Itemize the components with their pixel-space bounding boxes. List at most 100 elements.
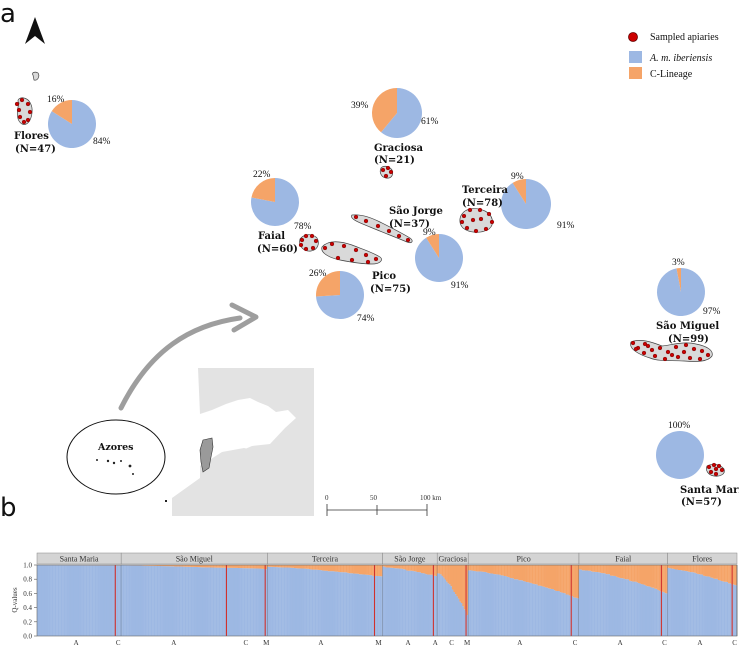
bar-iberiensis — [654, 588, 656, 636]
bar-iberiensis — [231, 567, 234, 636]
bar-iberiensis — [384, 566, 386, 636]
bar-clineage — [694, 565, 696, 573]
bar-iberiensis — [289, 567, 292, 636]
apiary-dot — [459, 219, 465, 225]
label-sao-miguel: São Miguel — [656, 321, 719, 332]
apiary-dot — [645, 343, 651, 349]
bar-clineage — [615, 565, 618, 577]
bar-iberiensis — [728, 583, 730, 636]
bar-iberiensis — [524, 581, 526, 636]
bar-iberiensis — [720, 580, 723, 636]
bar-clineage — [537, 565, 540, 586]
bar-clineage — [612, 565, 615, 576]
apiary-dot — [705, 352, 711, 358]
bar-clineage — [230, 565, 233, 568]
apiary-dot — [353, 247, 359, 253]
bar-iberiensis — [581, 570, 584, 636]
bar-clineage — [511, 565, 513, 579]
bar-iberiensis — [515, 579, 518, 636]
bar-clineage — [395, 565, 398, 569]
bar-iberiensis — [596, 572, 599, 636]
bar-iberiensis — [366, 574, 368, 636]
bar-clineage — [189, 565, 191, 567]
bar-clineage — [404, 565, 407, 570]
bar-iberiensis — [50, 565, 52, 636]
apiary-dot — [706, 464, 712, 470]
bar-iberiensis — [685, 571, 687, 636]
bar-clineage — [571, 565, 574, 597]
class-label: A — [171, 639, 176, 647]
bar-clineage — [703, 565, 705, 576]
bar-clineage — [258, 565, 261, 569]
apiary-dot — [329, 241, 335, 247]
apiary-dot — [716, 463, 722, 469]
bar-iberiensis — [376, 575, 379, 636]
bar-iberiensis — [508, 577, 510, 636]
bar-clineage — [499, 565, 501, 575]
bar-clineage — [717, 565, 720, 581]
bar-iberiensis — [496, 574, 498, 636]
bar-iberiensis — [206, 567, 209, 636]
bar-clineage — [237, 565, 240, 568]
y-tick-label: 1.0 — [23, 562, 32, 570]
bar-iberiensis — [261, 568, 264, 636]
bar-iberiensis — [601, 573, 603, 636]
bar-iberiensis — [165, 566, 168, 636]
bar-clineage — [516, 565, 519, 580]
bar-iberiensis — [249, 568, 252, 636]
bar-clineage — [401, 565, 404, 569]
bar-clineage — [542, 565, 544, 587]
bar-iberiensis — [607, 574, 609, 636]
bar-iberiensis — [221, 567, 224, 636]
bar-iberiensis — [686, 571, 689, 636]
bar-iberiensis — [227, 567, 230, 636]
bar-clineage — [261, 565, 264, 569]
bar-clineage — [698, 565, 701, 575]
bar-iberiensis — [505, 576, 507, 636]
bar-clineage — [327, 565, 330, 572]
apiary-dot — [483, 226, 489, 232]
bar-iberiensis — [332, 571, 334, 636]
bar-clineage — [426, 565, 429, 575]
apiary-dot — [464, 225, 470, 231]
bar-iberiensis — [444, 579, 447, 636]
bar-clineage — [710, 565, 713, 578]
bar-clineage — [468, 565, 470, 571]
bar-clineage — [415, 565, 417, 572]
bar-clineage — [379, 565, 382, 577]
bar-iberiensis — [703, 575, 705, 636]
bar-clineage — [655, 565, 658, 589]
bar-iberiensis — [122, 565, 125, 636]
apiary-dot — [386, 228, 392, 234]
legend-clineage-swatch — [629, 67, 642, 79]
bar-clineage — [295, 565, 298, 569]
bar-iberiensis — [636, 582, 639, 636]
bar-clineage — [484, 565, 487, 572]
bar-clineage — [422, 565, 425, 574]
apiary-dot — [335, 255, 341, 261]
bar-iberiensis — [209, 567, 212, 636]
bar-clineage — [387, 565, 389, 568]
bar-iberiensis — [367, 574, 370, 636]
bar-iberiensis — [700, 574, 702, 636]
bar-clineage — [391, 565, 394, 568]
bar-clineage — [363, 565, 365, 575]
bar-clineage — [202, 565, 205, 568]
apiary-dot — [19, 97, 25, 103]
bar-clineage — [636, 565, 639, 583]
pct-flores-c: 16% — [47, 95, 65, 105]
bar-iberiensis — [224, 567, 227, 636]
bar-iberiensis — [726, 582, 729, 636]
bar-clineage — [183, 565, 185, 567]
bar-clineage — [413, 565, 416, 572]
bar-iberiensis — [372, 575, 374, 636]
bar-iberiensis — [664, 593, 667, 636]
bar-iberiensis — [339, 572, 342, 636]
bar-iberiensis — [324, 570, 327, 636]
bar-iberiensis — [45, 565, 48, 636]
bar-iberiensis — [643, 584, 646, 636]
apiary-dot — [363, 252, 369, 258]
bar-clineage — [285, 565, 287, 568]
bar-iberiensis — [329, 571, 332, 636]
bar-clineage — [562, 565, 565, 593]
